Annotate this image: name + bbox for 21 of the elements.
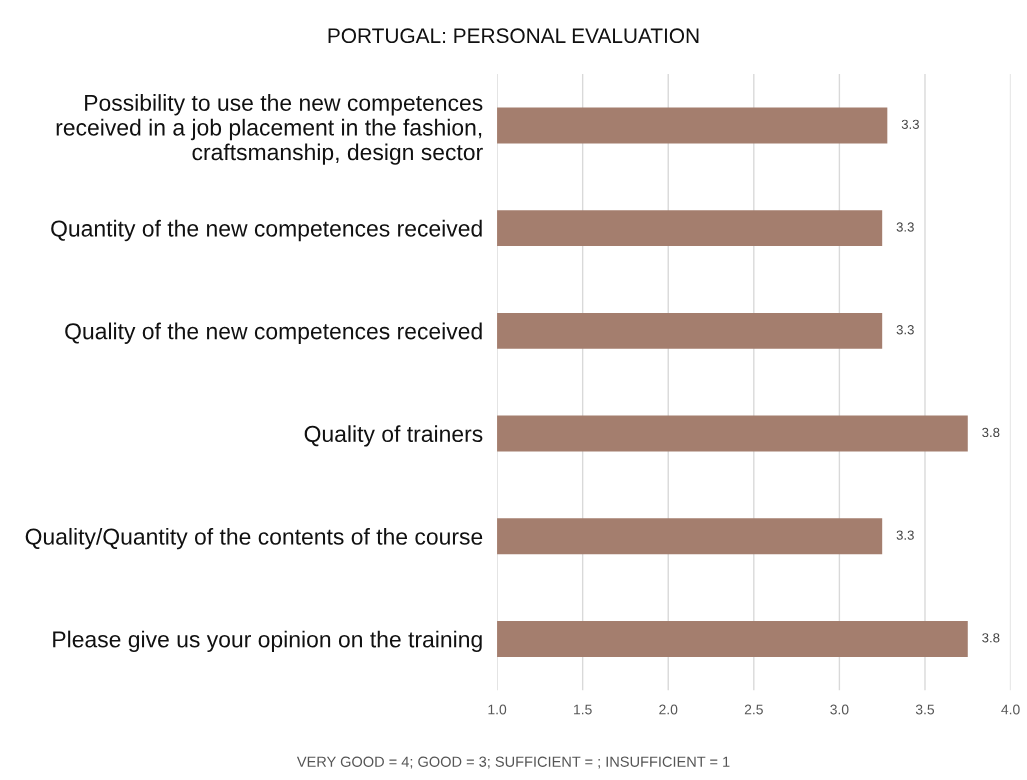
data-label: 3.3 xyxy=(896,222,914,232)
y-tick-label: Please give us your opinion on the training xyxy=(53,630,482,653)
x-tick-label: 3.5 xyxy=(915,704,935,715)
x-tick-label: 3.0 xyxy=(830,704,849,715)
y-tick-label: Possibility to use the new competences received in a job placement in the fashion, craftsmanship, design sector xyxy=(56,94,483,165)
data-label: 3.3 xyxy=(896,530,914,540)
x-tick-label: 1.5 xyxy=(574,704,592,715)
x-tick-label: 2.0 xyxy=(659,704,678,715)
text: VERY GOOD = 4; GOOD = 3; SUFFICIENT = ; INSUFFICIENT = 1 xyxy=(296,756,730,769)
y-tick-label: Quality of the new competences received xyxy=(65,322,482,344)
chart-title: PORTUGAL: PERSONAL EVALUATION xyxy=(328,28,699,44)
y-tick-label: Quality/Quantity of the contents of the course xyxy=(25,527,483,550)
y-tick-label: Quantity of the new competences received xyxy=(51,219,482,242)
x-tick-label: 2.5 xyxy=(744,704,763,715)
data-label: 3.8 xyxy=(982,427,1000,438)
data-label: 3.8 xyxy=(982,633,1000,643)
x-tick-label: 4.0 xyxy=(1001,704,1020,715)
data-label: 3.3 xyxy=(896,325,914,335)
x-tick-label: 1.0 xyxy=(488,704,507,715)
y-tick-label: Quality of trainers xyxy=(304,425,483,447)
data-label: 3.3 xyxy=(901,119,919,129)
